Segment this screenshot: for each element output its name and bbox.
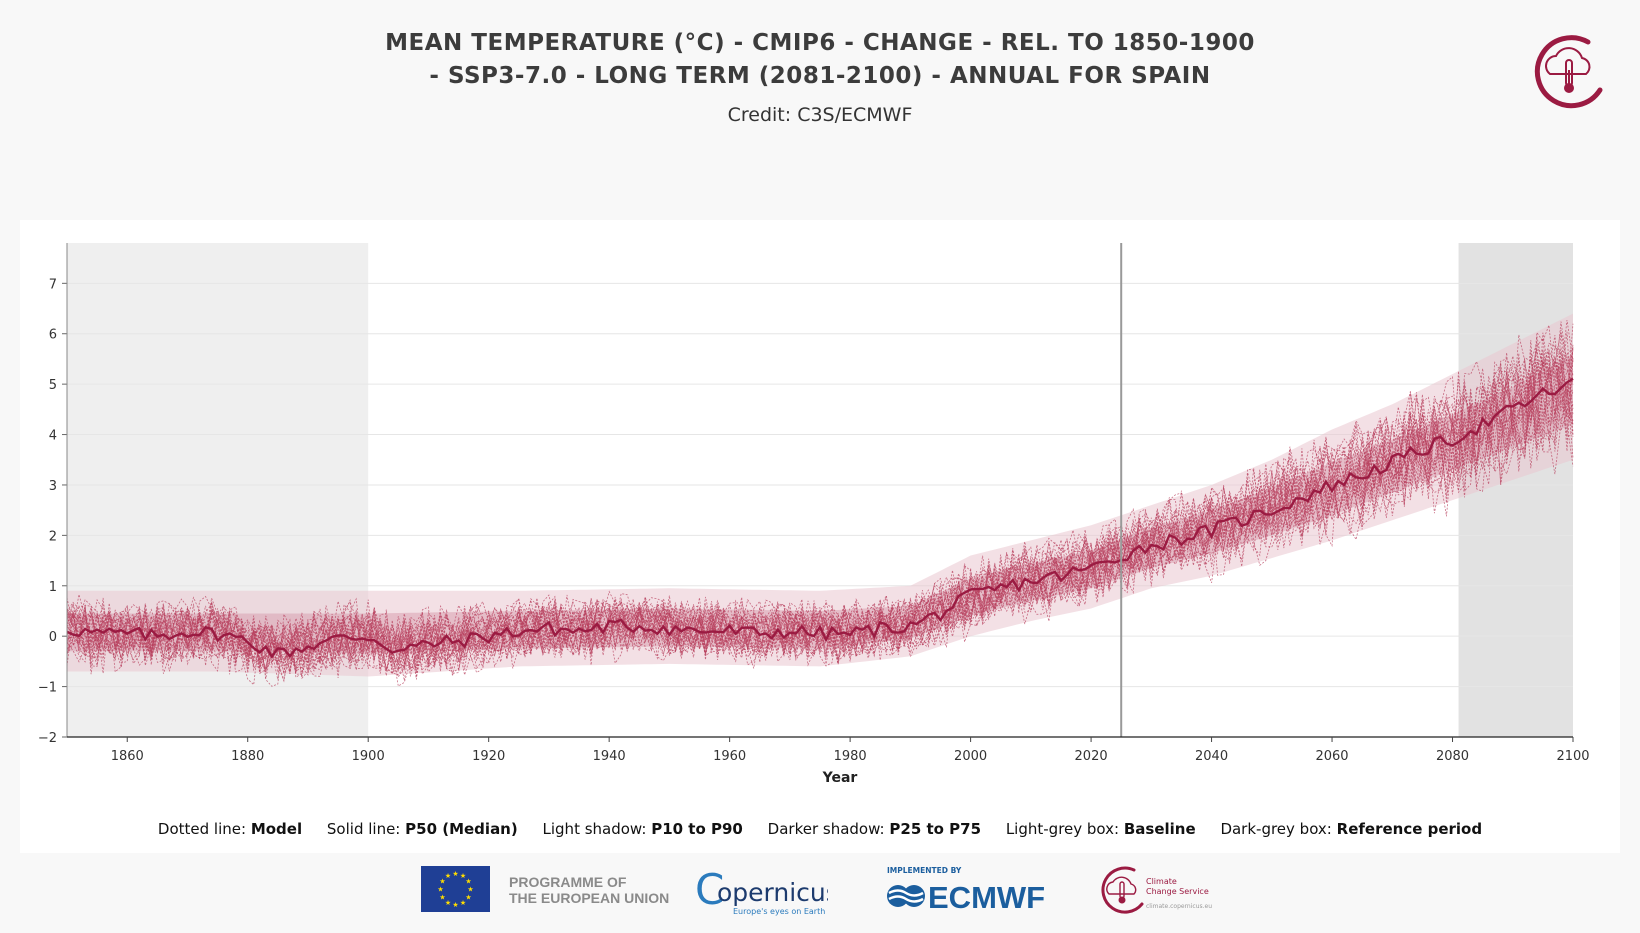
x-tick-label: 2080 [1436, 749, 1469, 764]
legend-value: Model [250, 820, 303, 838]
chart-title-line2: - SSP3-7.0 - LONG TERM (2081-2100) - ANN… [429, 63, 1211, 89]
eu-text-line1: PROGRAMME OF [509, 874, 627, 890]
model-line [66, 335, 1574, 668]
c3s-logo: Climate Change Service climate.copernicu… [1101, 866, 1212, 914]
legend-value: Reference period [1336, 820, 1483, 838]
svg-text:★: ★ [452, 901, 458, 909]
svg-text:★: ★ [465, 894, 471, 902]
x-tick-label: 2020 [1075, 749, 1108, 764]
legend-item-median: Solid line: P50 (Median) [327, 820, 518, 838]
svg-text:★: ★ [460, 872, 466, 880]
legend-item-light-shadow: Light shadow: P10 to P90 [543, 820, 743, 838]
model-line [66, 357, 1574, 687]
model-line [66, 357, 1574, 681]
ecmwf-wave-icon [887, 885, 925, 907]
legend-value: P25 to P75 [889, 820, 982, 838]
legend-label: Light shadow: [542, 820, 647, 838]
svg-text:★: ★ [439, 878, 445, 886]
chart-panel: −2 −1 0 1 2 3 4 5 6 7 1860 1880 1900 1920 1940 1960 1980… [20, 220, 1620, 853]
svg-text:★: ★ [452, 870, 458, 878]
chart-svg: −2 −1 0 1 2 3 4 5 6 7 1860 1880 1900 1920 1940 1960 1980… [38, 243, 1590, 786]
y-tick-label: 7 [49, 277, 57, 292]
x-axis-label: Year [822, 770, 858, 786]
chart-title-line1: MEAN TEMPERATURE (°C) - CMIP6 - CHANGE -… [385, 30, 1255, 56]
model-line [66, 391, 1574, 670]
copernicus-logo: C opernicus Europe's eyes on Earth [695, 865, 828, 916]
model-line [66, 378, 1574, 672]
footer-logos: ★ ★ ★ ★ ★ ★ ★ ★ ★ ★ ★ ★ PROGRAMME OF THE EUROPEA… [0, 860, 1640, 933]
model-line [66, 332, 1574, 674]
legend-item-light-grey-box: Light-grey box: Baseline [1006, 820, 1196, 838]
y-tick-label: 3 [49, 479, 57, 494]
model-line [66, 359, 1574, 660]
x-tick-label: 2100 [1556, 749, 1589, 764]
model-line [66, 329, 1574, 670]
c3s-text-line1: Climate [1146, 877, 1177, 886]
copernicus-c: C [695, 865, 724, 914]
y-tick-label: 2 [49, 529, 57, 544]
y-tick-label: 5 [49, 378, 57, 393]
svg-text:★: ★ [465, 878, 471, 886]
ecmwf-implemented: IMPLEMENTED BY [887, 866, 962, 875]
chart-legend: Dotted line: Model Solid line: P50 (Medi… [0, 820, 1640, 838]
x-tick-label: 1880 [231, 749, 264, 764]
climate-change-service-thermometer-logo [1534, 35, 1603, 109]
ecmwf-logo: IMPLEMENTED BY ECMWF [887, 866, 1045, 915]
x-tick-label: 1940 [593, 749, 626, 764]
svg-text:★: ★ [460, 899, 466, 907]
x-tick-label: 1900 [352, 749, 385, 764]
model-line [66, 342, 1574, 675]
y-tick-label: 6 [49, 328, 57, 343]
legend-label: Dotted line: [157, 820, 247, 838]
svg-text:★: ★ [467, 886, 473, 894]
legend-label: Dark-grey box: [1220, 820, 1332, 838]
chart-credit: Credit: C3S/ECMWF [727, 104, 913, 126]
ecmwf-name: ECMWF [928, 880, 1045, 915]
y-tick-label: 1 [49, 580, 57, 595]
copernicus-tagline: Europe's eyes on Earth [733, 907, 825, 916]
y-tick-label: −1 [38, 681, 57, 696]
model-line [66, 350, 1574, 674]
x-tick-label: 2060 [1315, 749, 1348, 764]
svg-text:★: ★ [439, 894, 445, 902]
eu-text-line2: THE EUROPEAN UNION [509, 890, 670, 906]
y-tick-label: 4 [49, 429, 57, 444]
legend-label: Solid line: [326, 820, 401, 838]
model-line [66, 348, 1574, 674]
legend-value: P10 to P90 [651, 820, 743, 838]
c3s-text-line2: Change Service [1146, 887, 1209, 896]
legend-item-model: Dotted line: Model [158, 820, 302, 838]
model-line [66, 358, 1574, 675]
x-tick-label: 2040 [1195, 749, 1228, 764]
legend-item-dark-grey-box: Dark-grey box: Reference period [1220, 820, 1482, 838]
eu-flag-icon: ★ ★★ ★★★ ★★★ ★★★ [421, 866, 490, 912]
model-line [66, 348, 1574, 664]
x-tick-label: 1920 [472, 749, 505, 764]
c3s-url: climate.copernicus.eu [1146, 903, 1212, 910]
svg-text:★: ★ [445, 899, 451, 907]
x-tick-label: 1960 [713, 749, 746, 764]
x-tick-label: 1980 [834, 749, 867, 764]
median-line [66, 377, 1574, 659]
x-tick-label: 1860 [111, 749, 144, 764]
model-line [66, 351, 1574, 663]
legend-item-darker-shadow: Darker shadow: P25 to P75 [768, 820, 981, 838]
legend-label: Darker shadow: [767, 820, 885, 838]
model-line [66, 382, 1574, 687]
svg-text:★: ★ [437, 886, 443, 894]
eu-programme-text: PROGRAMME OF THE EUROPEAN UNION [509, 874, 669, 906]
model-line [66, 344, 1574, 670]
legend-value: P50 (Median) [405, 820, 518, 838]
legend-value: Baseline [1123, 820, 1196, 838]
y-tick-label: 0 [49, 630, 57, 645]
svg-text:★: ★ [445, 872, 451, 880]
copernicus-name: opernicus [717, 878, 828, 907]
legend-label: Light-grey box: [1005, 820, 1120, 838]
x-tick-label: 2000 [954, 749, 987, 764]
model-line [66, 388, 1574, 672]
y-tick-label: −2 [38, 731, 57, 746]
